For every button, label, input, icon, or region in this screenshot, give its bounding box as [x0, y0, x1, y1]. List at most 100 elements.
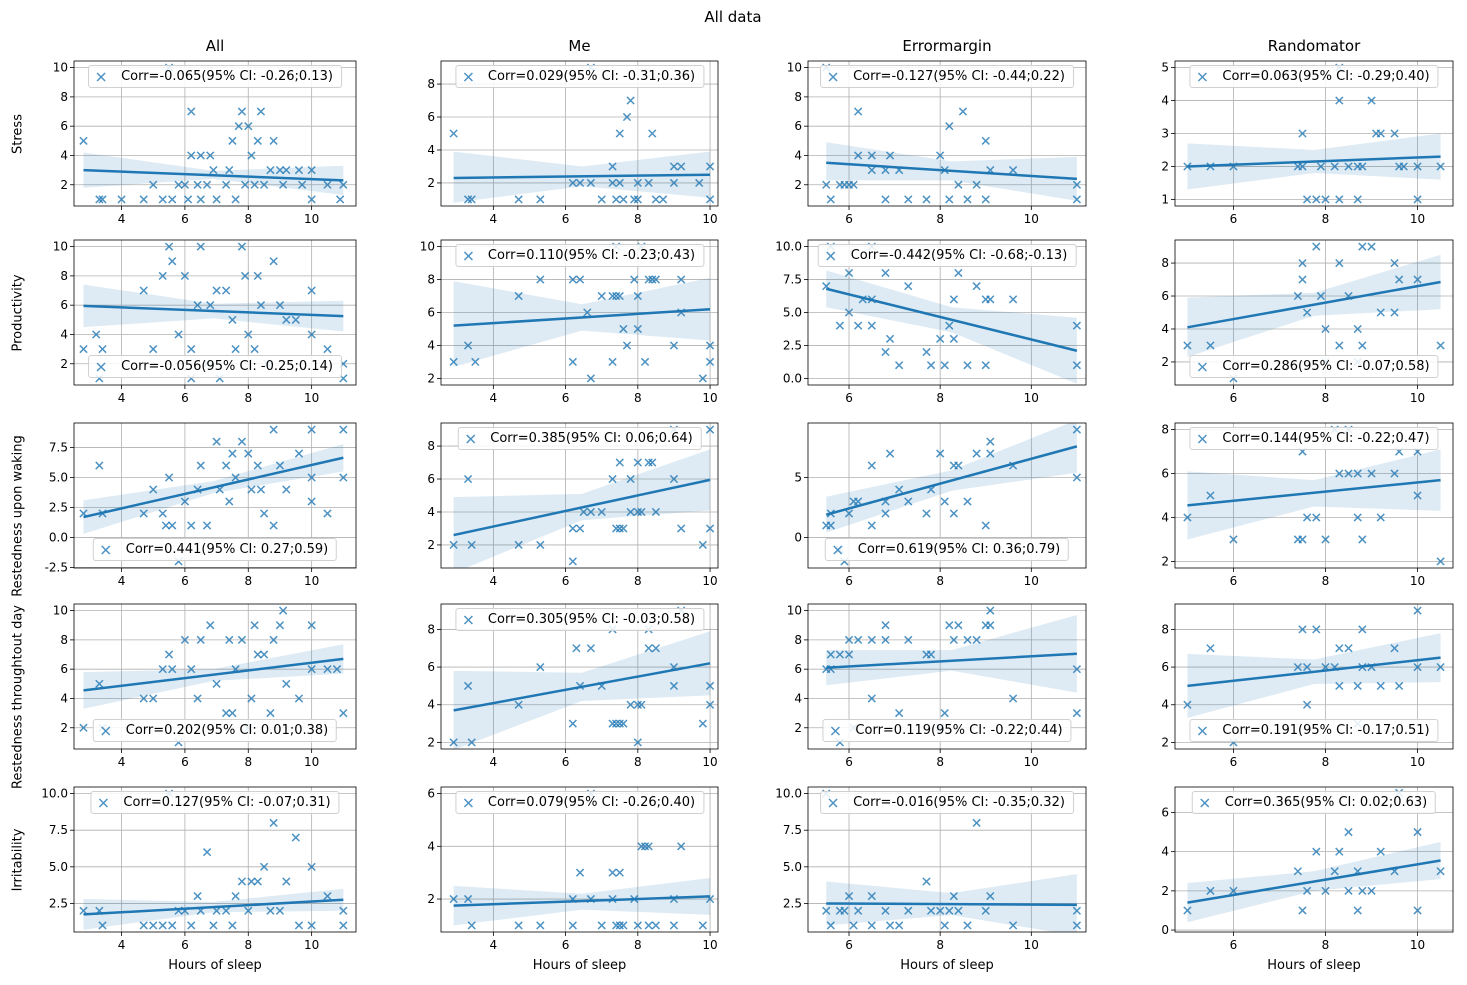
- data-point: [212, 437, 221, 446]
- data-point: [867, 151, 876, 160]
- data-point: [854, 107, 863, 116]
- data-point: [885, 151, 895, 160]
- regression-line: [826, 652, 1077, 669]
- data-point: [244, 122, 253, 131]
- legend-label: Corr=0.029(95% CI: -0.31;0.36): [487, 69, 696, 84]
- y-tick-label: 3: [1161, 127, 1169, 141]
- data-point: [307, 425, 316, 434]
- data-point: [1413, 195, 1422, 204]
- axes-frame: [73, 422, 357, 569]
- data-point: [250, 180, 259, 189]
- data-point: [705, 162, 715, 171]
- data-point: [256, 107, 266, 116]
- data-point: [253, 461, 262, 470]
- legend-label: Corr=-0.127(95% CI: -0.44;0.22): [853, 69, 1065, 84]
- data-point: [1390, 469, 1399, 478]
- y-tick-label: 2: [427, 892, 435, 906]
- data-point: [1072, 195, 1082, 204]
- y-tick-label: 8: [794, 633, 802, 647]
- x-tick-label: 10: [1410, 938, 1425, 952]
- data-point: [247, 485, 256, 494]
- y-tick-label: 5.0: [49, 471, 68, 485]
- legend: Corr=0.144(95% CI: -0.22;0.47): [1189, 427, 1439, 450]
- data-point: [307, 621, 316, 630]
- data-point: [651, 644, 661, 653]
- x-tick-label: 10: [1410, 755, 1425, 769]
- data-point: [1413, 906, 1422, 915]
- regression-line: [1187, 280, 1441, 329]
- data-point: [536, 275, 545, 284]
- data-point: [615, 868, 624, 877]
- data-point: [881, 509, 890, 518]
- x-tick-label: 4: [118, 574, 126, 588]
- x-marker-icon: [826, 250, 836, 261]
- data-point: [1206, 644, 1215, 653]
- data-point: [986, 295, 995, 304]
- subplot: 6 8 10 0 5: [794, 422, 1087, 588]
- data-point: [237, 635, 247, 645]
- x-axis-label: Hours of sleep: [1267, 958, 1361, 973]
- data-point: [196, 635, 205, 645]
- x-tick-label: 8: [936, 755, 944, 769]
- y-tick-label: 10: [787, 61, 802, 75]
- data-point: [608, 291, 617, 301]
- data-point: [895, 361, 904, 370]
- data-point: [449, 129, 458, 138]
- data-point: [1312, 847, 1321, 856]
- data-point: [698, 374, 707, 383]
- data-point: [619, 719, 628, 728]
- x-tick-label: 8: [936, 574, 944, 588]
- data-point: [231, 195, 240, 204]
- data-point: [187, 665, 196, 674]
- data-point: [228, 136, 237, 145]
- legend-label: Corr=0.110(95% CI: -0.23;0.43): [487, 248, 696, 263]
- data-point: [282, 679, 291, 688]
- data-point: [568, 275, 577, 284]
- data-point: [1183, 513, 1192, 522]
- data-point: [644, 842, 653, 851]
- y-tick-label: 4: [60, 691, 68, 705]
- y-tick-label: 10: [787, 604, 802, 618]
- data-point: [266, 165, 275, 175]
- data-point: [174, 330, 183, 339]
- data-point: [849, 921, 858, 930]
- y-tick-label: 6: [794, 119, 802, 133]
- legend: Corr=0.119(95% CI: -0.22;0.44): [822, 719, 1072, 742]
- data-point: [826, 921, 835, 930]
- regression-line: [83, 898, 344, 916]
- data-point: [139, 694, 148, 703]
- data-point: [1312, 625, 1321, 634]
- data-point: [1316, 162, 1326, 171]
- data-point: [196, 195, 205, 204]
- data-point: [1183, 341, 1192, 350]
- data-point: [1072, 906, 1082, 915]
- data-point: [307, 921, 316, 930]
- data-point: [637, 700, 646, 709]
- y-tick-label: 4: [427, 505, 435, 519]
- data-point: [449, 894, 458, 904]
- subplot: 4 6 8 10 2 4 6 8 10: [53, 240, 357, 405]
- data-point: [180, 180, 190, 189]
- data-point: [225, 635, 234, 645]
- y-tick-label: 8: [427, 439, 435, 453]
- y-tick-label: 6: [427, 110, 435, 124]
- data-point: [651, 195, 661, 204]
- y-tick-label: 10.0: [775, 240, 802, 254]
- data-point: [1302, 308, 1312, 317]
- data-point: [294, 921, 304, 930]
- subplot-title: All: [205, 37, 225, 55]
- data-point: [307, 330, 316, 339]
- data-point: [986, 621, 995, 630]
- x-tick-label: 6: [181, 574, 189, 588]
- data-point: [95, 461, 104, 470]
- data-point: [164, 473, 174, 482]
- data-point: [339, 708, 348, 718]
- data-point: [225, 497, 234, 506]
- data-point: [867, 921, 876, 930]
- data-point: [597, 195, 606, 204]
- data-point: [1376, 847, 1385, 856]
- data-point: [949, 295, 958, 304]
- figure-title: All data: [704, 8, 762, 26]
- data-point: [307, 473, 316, 482]
- data-point: [1330, 867, 1339, 876]
